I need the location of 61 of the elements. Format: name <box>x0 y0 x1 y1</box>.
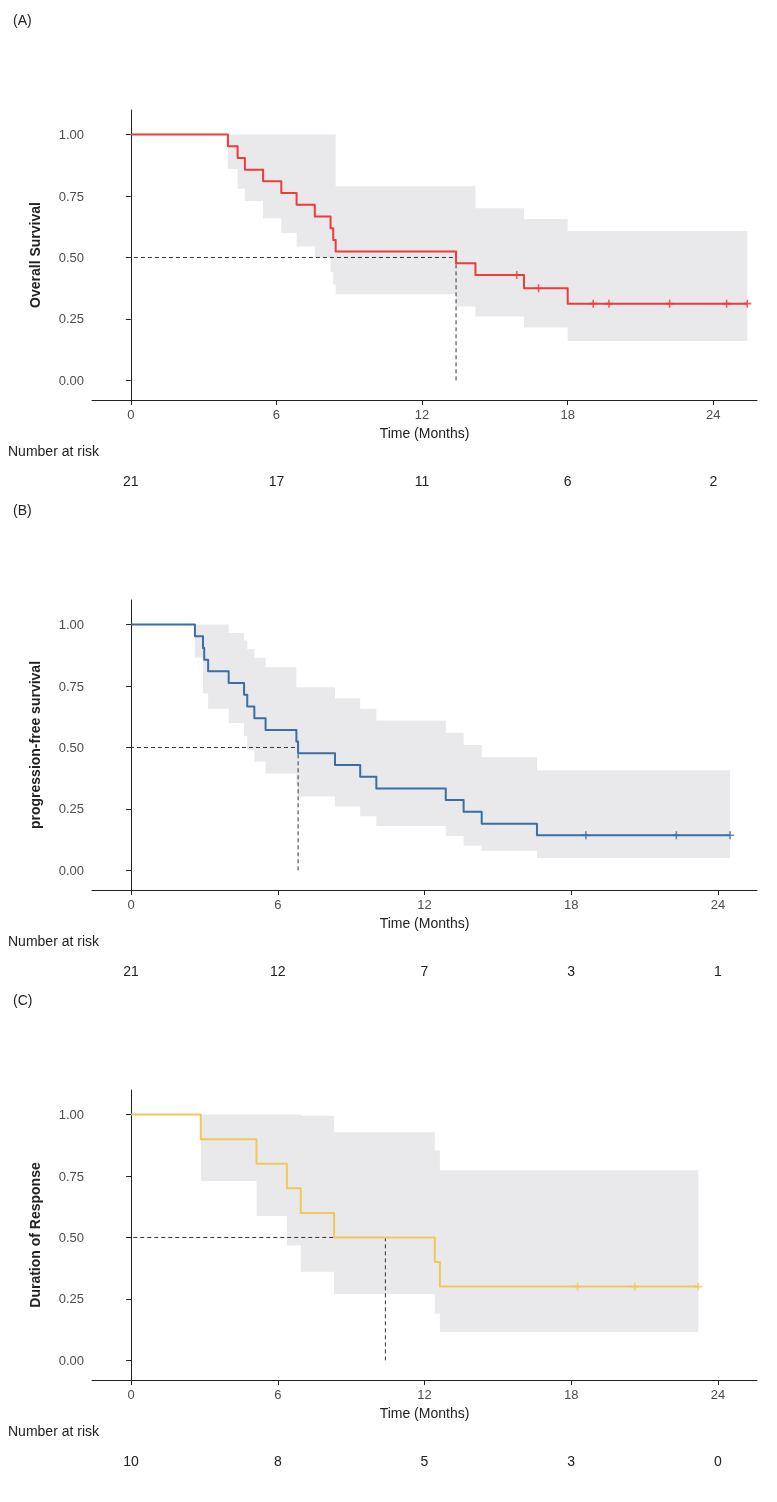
text: 8 <box>273 1453 282 1469</box>
text: Number at risk <box>8 1423 101 1439</box>
x-tick-label: 18 <box>563 1387 579 1402</box>
y-tick-label: 0.00 <box>58 1352 84 1368</box>
point <box>743 299 752 308</box>
text: 7 <box>420 963 429 979</box>
y-tick-label: 0.50 <box>58 739 84 755</box>
x-tick-label: 0 <box>127 1387 135 1402</box>
y-tick-label: 0.25 <box>58 1291 84 1307</box>
y-tick-label: 1.00 <box>58 617 84 633</box>
text: 6 <box>563 473 572 489</box>
x-axis-title: Time (Months) <box>379 424 470 441</box>
text: 21 <box>123 963 140 979</box>
x-tick-label: 6 <box>272 407 281 422</box>
x-tick-label: 24 <box>706 407 721 422</box>
x-tick-label: 24 <box>710 897 726 912</box>
y-tick-label: 0.50 <box>58 1229 84 1245</box>
text: 2 <box>709 473 718 489</box>
point <box>604 299 613 308</box>
text: 0 <box>713 1453 722 1469</box>
text: 1 <box>713 963 722 979</box>
x-tick-label: 6 <box>274 1387 282 1402</box>
x-axis-title: Time (Months) <box>379 1404 470 1421</box>
chart-title: (B) <box>13 502 32 518</box>
text: 12 <box>270 963 286 979</box>
x-tick-label: 12 <box>417 897 432 912</box>
text: 10 <box>123 1453 140 1469</box>
x-tick-label: 24 <box>710 1387 726 1402</box>
y-tick-label: 0.25 <box>58 311 84 327</box>
y-tick-label: 0.25 <box>58 801 84 817</box>
y-tick-label: 0.75 <box>58 1168 84 1184</box>
text: 3 <box>567 1453 576 1469</box>
y-axis-title: progression-free survival <box>27 660 43 830</box>
x-tick-label: 12 <box>417 1387 432 1402</box>
y-tick-label: 1.00 <box>58 1107 84 1123</box>
point <box>589 299 598 308</box>
chart-title: (A) <box>13 12 32 28</box>
y-tick-label: 0.50 <box>58 249 84 265</box>
x-tick-label: 18 <box>563 897 579 912</box>
y-tick-label: 0.00 <box>58 372 84 388</box>
y-tick-label: 0.00 <box>58 862 84 878</box>
x-tick-label: 6 <box>274 897 282 912</box>
y-tick-label: 1.00 <box>58 127 84 143</box>
text: Number at risk <box>8 443 101 459</box>
text: 3 <box>567 963 576 979</box>
x-axis-title: Time (Months) <box>379 914 470 931</box>
point <box>534 284 543 293</box>
text: 17 <box>268 473 285 489</box>
x-tick-label: 0 <box>127 407 135 422</box>
y-axis-title: Overall Survival <box>27 202 43 308</box>
x-tick-label: 12 <box>414 407 430 422</box>
text: 21 <box>123 473 139 489</box>
chart-title: (C) <box>13 992 33 1008</box>
x-tick-label: 0 <box>127 897 135 912</box>
text: Number at risk <box>8 933 101 949</box>
x-tick-label: 18 <box>560 407 575 422</box>
text: 5 <box>420 1453 429 1469</box>
text: 11 <box>414 473 430 489</box>
y-tick-label: 0.75 <box>58 188 84 204</box>
y-axis-title: Duration of Response <box>27 1162 43 1308</box>
y-tick-label: 0.75 <box>58 678 84 694</box>
